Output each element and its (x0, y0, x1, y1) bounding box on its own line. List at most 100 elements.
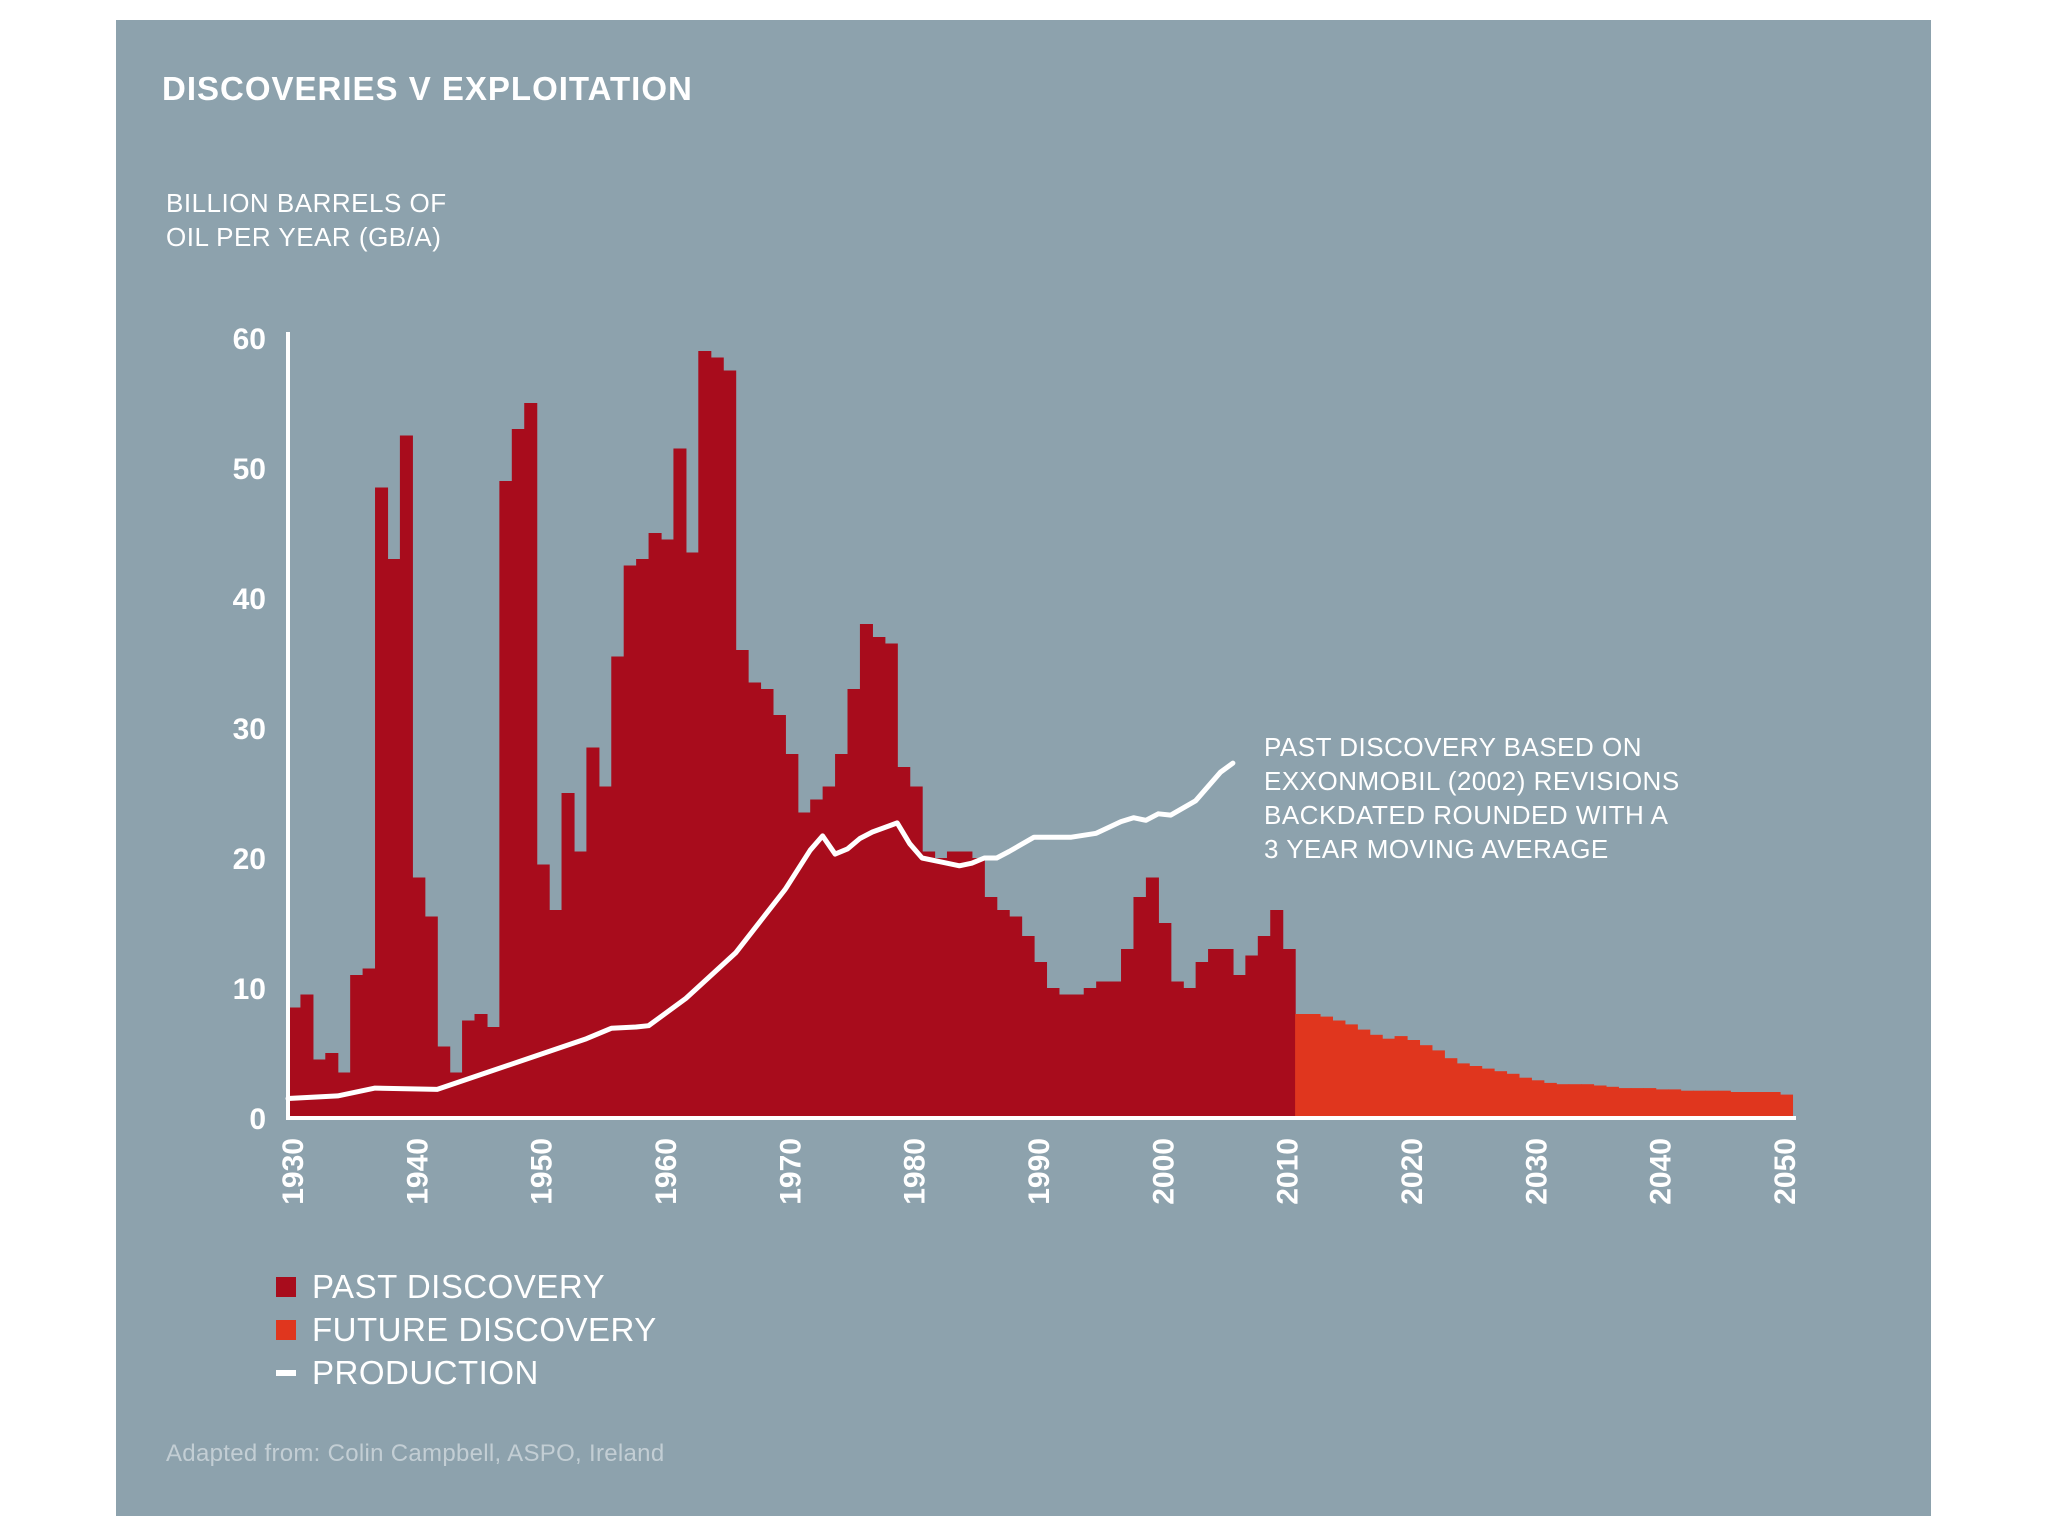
future-discovery-bar (1307, 1014, 1321, 1118)
past-discovery-bar (1034, 962, 1048, 1118)
future-discovery-bar (1394, 1036, 1408, 1118)
future-discovery-bar (1730, 1092, 1744, 1118)
x-tick-label: 1980 (899, 1138, 932, 1205)
past-discovery-bar (1046, 988, 1060, 1118)
future-discovery-bar (1543, 1082, 1557, 1118)
past-discovery-bar (511, 429, 525, 1118)
past-discovery-bar (710, 357, 724, 1118)
future-discovery-bar (1431, 1050, 1445, 1118)
past-discovery-bar (685, 552, 699, 1118)
past-discovery-bar (1270, 910, 1284, 1118)
y-tick-label: 40 (233, 583, 266, 616)
past-discovery-bar (1257, 936, 1271, 1118)
chart-panel: DISCOVERIES V EXPLOITATION BILLION BARRE… (116, 20, 1931, 1516)
past-discovery-bar (1282, 949, 1296, 1118)
past-discovery-bar (971, 858, 985, 1118)
past-discovery-bar (549, 910, 563, 1118)
legend-item-past-discovery: PAST DISCOVERY (276, 1265, 657, 1308)
past-discovery-bar (872, 637, 886, 1118)
future-discovery-bar (1767, 1092, 1781, 1118)
past-discovery-bar (1009, 916, 1023, 1118)
past-discovery-bar (1021, 936, 1035, 1118)
past-discovery-bar (673, 448, 687, 1118)
past-discovery-bar (437, 1046, 451, 1118)
past-discovery-bar (312, 1059, 326, 1118)
legend-label: FUTURE DISCOVERY (312, 1310, 657, 1348)
past-discovery-bar (810, 799, 824, 1118)
past-discovery-bar (1058, 994, 1072, 1118)
future-discovery-bar (1382, 1038, 1396, 1118)
past-discovery-bar (536, 864, 550, 1118)
future-discovery-bar (1481, 1068, 1495, 1118)
past-discovery-bar (1096, 981, 1110, 1118)
past-discovery-bar (474, 1014, 488, 1118)
future-discovery-bar (1668, 1089, 1682, 1118)
future-discovery-bar (1581, 1084, 1595, 1118)
past-discovery-bar (1195, 962, 1209, 1118)
past-discovery-bar (785, 754, 799, 1118)
past-discovery-bar (909, 786, 923, 1118)
past-discovery-bar (424, 916, 438, 1118)
future-discovery-bar (1692, 1090, 1706, 1118)
chart-title: DISCOVERIES V EXPLOITATION (162, 70, 693, 107)
future-discovery-bar (1630, 1088, 1644, 1118)
x-tick-label: 1950 (526, 1138, 559, 1205)
past-discovery-bar (1220, 949, 1234, 1118)
y-tick-label: 30 (233, 713, 266, 746)
past-discovery-bar (623, 565, 637, 1118)
x-tick-label: 1990 (1023, 1138, 1056, 1205)
past-discovery-bar (375, 487, 389, 1118)
future-discovery-bar (1705, 1090, 1719, 1118)
past-discovery-bar (611, 656, 625, 1118)
past-discovery-bar (499, 481, 513, 1118)
past-discovery-bar (1183, 988, 1197, 1118)
past-discovery-bar (735, 650, 749, 1118)
future-discovery-bar (1419, 1045, 1433, 1118)
y-tick-label: 60 (233, 323, 266, 356)
annotation-line: PAST DISCOVERY BASED ON (1264, 732, 1643, 762)
y-axis-label-line: OIL PER YEAR (GB/A) (166, 222, 442, 252)
past-discovery-bar (573, 851, 587, 1118)
past-discovery-bar (561, 793, 575, 1118)
past-discovery-bar (462, 1020, 476, 1118)
y-tick-label: 0 (249, 1103, 266, 1136)
future-discovery-bar (1717, 1090, 1731, 1118)
future-discovery-bar (1593, 1085, 1607, 1118)
future-discovery-bar (1605, 1086, 1619, 1118)
past-discovery-bar (412, 877, 426, 1118)
past-discovery-bar (847, 689, 861, 1118)
past-discovery-bar (387, 559, 401, 1118)
past-discovery-bar (959, 851, 973, 1118)
future-discovery-bar (1506, 1073, 1520, 1118)
x-tick-label: 1940 (401, 1138, 434, 1205)
x-tick-label: 2030 (1520, 1138, 1553, 1205)
past-discovery-bar (362, 968, 376, 1118)
y-tick-label: 50 (233, 453, 266, 486)
past-discovery-bar (723, 370, 737, 1118)
past-discovery-bar (1133, 897, 1147, 1118)
past-discovery-bar (350, 975, 364, 1118)
x-tick-label: 2000 (1147, 1138, 1180, 1205)
legend-item-future-discovery: FUTURE DISCOVERY (276, 1308, 657, 1351)
legend-swatch-future-discovery (276, 1319, 296, 1340)
future-discovery-bar (1469, 1066, 1483, 1118)
legend-item-production: PRODUCTION (276, 1351, 657, 1394)
past-discovery-bar (598, 786, 612, 1118)
past-discovery-bar (996, 910, 1010, 1118)
future-discovery-bar (1556, 1084, 1570, 1118)
past-discovery-bar (835, 754, 849, 1118)
legend-swatch-production (276, 1369, 296, 1376)
past-discovery-bar (797, 812, 811, 1118)
production-line (285, 760, 1236, 1101)
past-discovery-bar (1208, 949, 1222, 1118)
future-discovery-bar (1518, 1077, 1532, 1118)
x-tick-label: 2040 (1645, 1138, 1678, 1205)
past-discovery-bar (822, 786, 836, 1118)
x-tick-label: 2050 (1769, 1138, 1802, 1205)
future-discovery-bar (1568, 1084, 1582, 1118)
future-discovery-bar (1344, 1024, 1358, 1118)
future-discovery-bar (1319, 1016, 1333, 1118)
source-credit: Adapted from: Colin Campbell, ASPO, Irel… (166, 1440, 665, 1467)
past-discovery-bar (1232, 975, 1246, 1118)
